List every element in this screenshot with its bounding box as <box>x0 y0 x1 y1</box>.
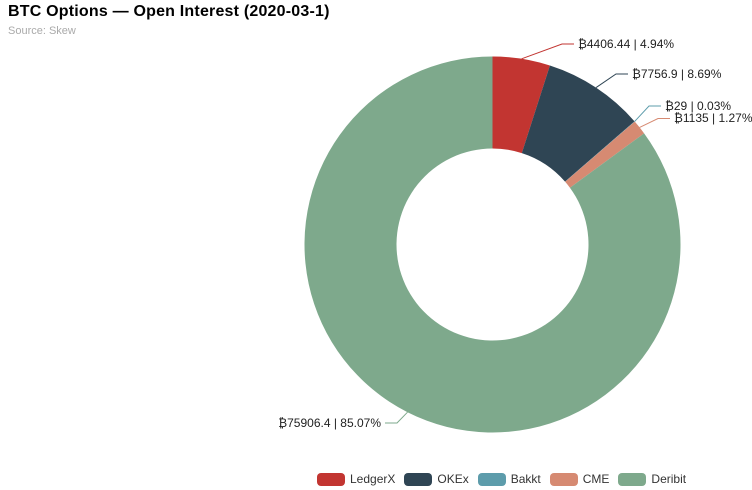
chart-legend: LedgerX OKEx Bakkt CME Deribit <box>317 472 695 486</box>
slice-label-deribit: ₿75906.4 | 85.07% <box>278 416 381 430</box>
legend-item-cme[interactable]: CME <box>549 472 610 486</box>
legend-swatch-bakkt <box>477 472 506 486</box>
label-leader-line-cme <box>639 118 670 128</box>
legend-item-okex[interactable]: OKEx <box>404 472 469 486</box>
pie-slice-ledgerx[interactable] <box>492 56 550 154</box>
legend-label-okex: OKEx <box>437 472 469 486</box>
legend-item-bakkt[interactable]: Bakkt <box>477 472 541 486</box>
legend-item-ledgerx[interactable]: LedgerX <box>317 472 395 486</box>
slice-label-cme: ₿1135 | 1.27% <box>674 111 752 125</box>
label-leader-line-ledgerx <box>521 43 574 60</box>
slice-label-ledgerx: ₿4406.44 | 4.94% <box>578 37 674 51</box>
pie-slice-deribit[interactable] <box>304 56 681 433</box>
pie-slice-cme[interactable] <box>565 121 645 188</box>
slice-label-okex: ₿7756.9 | 8.69% <box>632 67 722 81</box>
legend-swatch-deribit <box>618 472 647 486</box>
label-leader-line-okex <box>595 73 628 89</box>
legend-swatch-cme <box>549 472 578 486</box>
label-leader-line-bakkt <box>634 105 661 122</box>
legend-swatch-okex <box>404 472 433 486</box>
legend-label-bakkt: Bakkt <box>510 472 541 486</box>
chart-title: BTC Options — Open Interest (2020-03-1) <box>8 3 330 20</box>
legend-item-deribit[interactable]: Deribit <box>618 472 686 486</box>
legend-label-cme: CME <box>582 472 610 486</box>
label-leader-line-deribit <box>385 411 408 424</box>
legend-label-deribit: Deribit <box>651 472 687 486</box>
legend-label-ledgerx: LedgerX <box>350 472 396 486</box>
pie-slice-okex[interactable] <box>521 65 635 182</box>
legend-swatch-ledgerx <box>317 472 345 486</box>
chart-source: Source: Skew <box>8 25 76 37</box>
slice-label-bakkt: ₿29 | 0.03% <box>665 99 731 113</box>
pie-slice-bakkt[interactable] <box>565 121 635 182</box>
